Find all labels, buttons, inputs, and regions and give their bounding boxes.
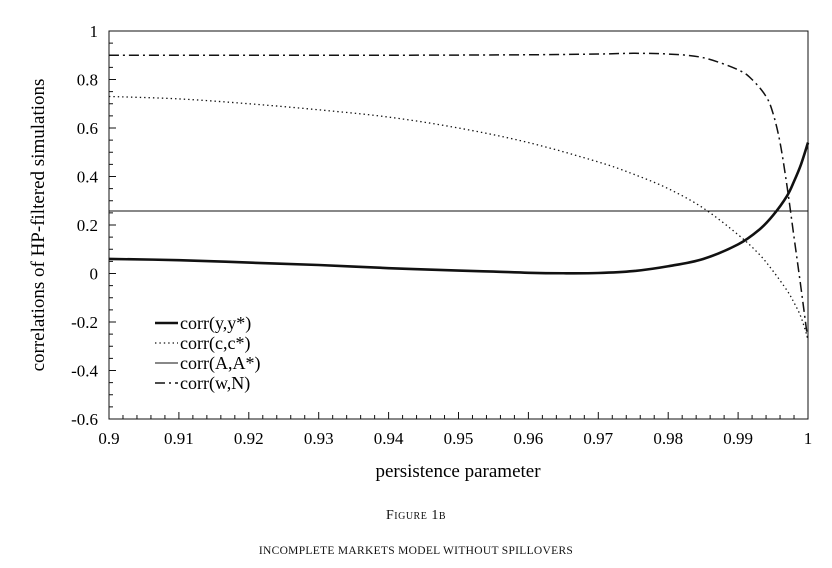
figure-number: Figure 1b [385, 508, 446, 523]
x-tick-label: 1 [804, 429, 813, 448]
legend-label: corr(w,N) [180, 373, 250, 394]
series-line-2 [108, 95, 809, 340]
x-axis-label: persistence parameter [375, 461, 541, 482]
x-tick-label: 0.94 [374, 429, 404, 448]
x-tick-label: 0.95 [444, 429, 474, 448]
legend-label: corr(A,A*) [180, 353, 260, 374]
y-tick-label: 0.4 [77, 168, 99, 187]
legend: corr(y,y*)corr(c,c*)corr(A,A*)corr(w,N) [155, 313, 260, 394]
y-axis: -0.6 -0.4 -0.2 0 0.2 0.4 0.6 0.8 1 [71, 22, 116, 429]
chart: 0.9 0.91 0.92 0.93 0.94 0.95 0.96 0.97 0.98 0.99 1… [28, 22, 812, 482]
x-tick-label: 0.92 [234, 429, 264, 448]
y-tick-label: -0.6 [71, 410, 98, 429]
y-axis-label: correlations of HP-filtered simulations [28, 79, 49, 372]
series-line-4 [109, 52, 809, 342]
y-tick-label: 1 [90, 22, 99, 41]
legend-label: corr(y,y*) [180, 313, 251, 334]
y-tick-label: 0.2 [77, 216, 98, 235]
x-axis: 0.9 0.91 0.92 0.93 0.94 0.95 0.96 0.97 0.98 0.99 1 [98, 412, 812, 448]
y-tick-label: -0.2 [71, 313, 98, 332]
series-line-1 [108, 142, 810, 275]
x-tick-label: 0.96 [514, 429, 544, 448]
x-tick-label: 0.97 [583, 429, 613, 448]
x-tick-label: 0.99 [723, 429, 753, 448]
x-tick-label: 0.98 [653, 429, 683, 448]
y-tick-label: 0.6 [77, 119, 98, 138]
x-tick-label: 0.93 [304, 429, 334, 448]
y-tick-label: -0.4 [71, 362, 98, 381]
y-tick-label: 0 [90, 265, 99, 284]
legend-label: corr(c,c*) [180, 333, 250, 354]
y-tick-label: 0.8 [77, 71, 98, 90]
figure-title: Incomplete markets model without spillov… [258, 545, 574, 557]
x-tick-label: 0.9 [98, 429, 119, 448]
x-tick-label: 0.91 [164, 429, 194, 448]
plot-area [108, 52, 810, 342]
